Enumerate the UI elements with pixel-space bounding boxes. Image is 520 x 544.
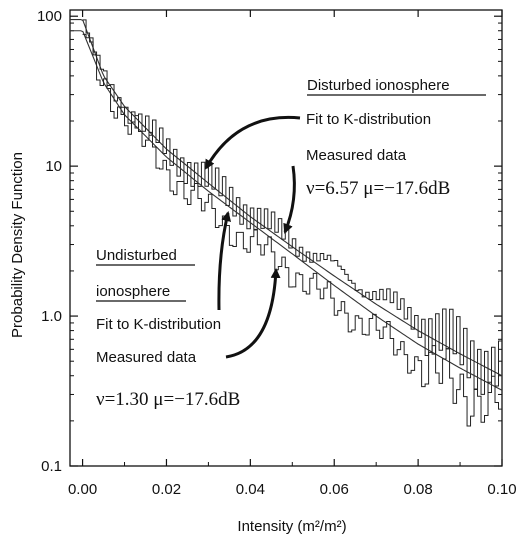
annotation-disturbed-params: ν=6.57 μ=−17.6dB <box>306 178 450 199</box>
measured-histogram-0 <box>82 19 502 395</box>
x-tick-label: 0.04 <box>236 481 265 498</box>
y-tick-label: 100 <box>37 8 62 25</box>
arrow-disturbed-measured <box>283 165 296 234</box>
y-axis-title: Probability Density Function <box>9 152 26 338</box>
annotation-undisturbed-title-line1: Undisturbed <box>96 247 177 264</box>
arrow-undisturbed-measured <box>225 268 281 359</box>
arrow-undisturbed-fit <box>217 211 232 311</box>
x-tick-label: 0.06 <box>320 481 349 498</box>
annotation-disturbed-measured: Measured data <box>306 147 407 164</box>
measured-histogram-1 <box>82 33 502 427</box>
x-tick-label: 0.02 <box>152 481 181 498</box>
y-tick-label: 1.0 <box>41 308 62 325</box>
annotation-disturbed-title: Disturbed ionosphere <box>307 77 450 94</box>
annotation-undisturbed-title-line2: ionosphere <box>96 283 170 300</box>
annotation-undisturbed-fit: Fit to K-distribution <box>96 316 221 333</box>
arrow-disturbed-fit <box>204 115 301 170</box>
x-tick-label: 0.00 <box>68 481 97 498</box>
y-tick-label: 10 <box>45 158 62 175</box>
annotation-disturbed-fit: Fit to K-distribution <box>306 111 431 128</box>
annotation-undisturbed-params: ν=1.30 μ=−17.6dB <box>96 389 240 410</box>
y-tick-label: 0.1 <box>41 458 62 475</box>
annotation-undisturbed-measured: Measured data <box>96 349 197 366</box>
x-axis-ticks: 0.00 0.02 0.04 0.06 0.08 0.10 <box>68 10 517 498</box>
plot-frame <box>69 9 503 467</box>
x-tick-label: 0.10 <box>487 481 516 498</box>
x-tick-label: 0.08 <box>404 481 433 498</box>
x-axis-title: Intensity (m²/m²) <box>237 518 346 535</box>
y-axis-ticks: 0.1 1.0 10 100 <box>37 8 502 475</box>
series-layer <box>70 19 503 427</box>
